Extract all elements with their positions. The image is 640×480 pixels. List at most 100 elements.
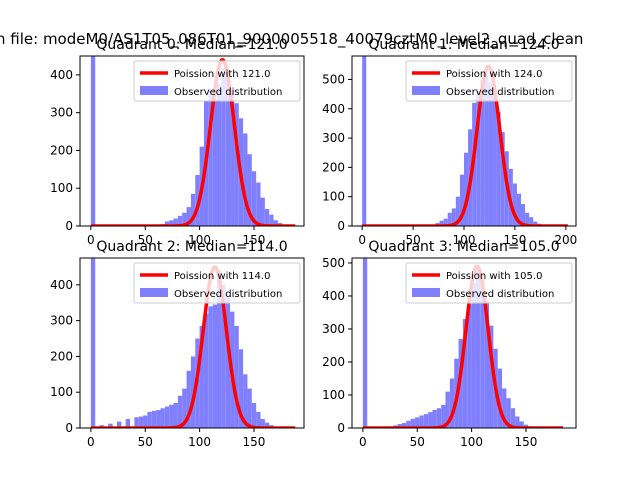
legend-box <box>133 262 301 304</box>
histogram-bar <box>190 193 196 226</box>
subplot-quadrant-3: 0 50 100 150 0 100 200 300 400 500 Quadrant 3: Med… <box>322 239 577 449</box>
histogram-bar <box>459 174 464 226</box>
histogram-bar <box>476 91 481 226</box>
x-tick-label: 150 <box>515 435 538 449</box>
legend-poisson-label: Poission with 114.0 <box>174 271 270 282</box>
histogram-bar <box>225 76 231 226</box>
x-tick-label: 0 <box>87 233 95 247</box>
x-tick-label: 100 <box>188 435 211 449</box>
histogram-bar <box>138 416 144 428</box>
plot-area <box>361 258 565 428</box>
histogram-bar <box>217 84 222 226</box>
histogram-bar <box>173 402 178 428</box>
x-tick-label: 150 <box>503 233 526 247</box>
subplot-grid: 0 50 100 150 0 100 200 300 400 Quadrant 0: Median… <box>50 37 577 449</box>
legend-observed-label: Observed distribution <box>174 289 282 300</box>
histogram-bar <box>208 306 213 428</box>
histogram-bar <box>510 408 516 428</box>
y-tick-label: 100 <box>322 388 345 402</box>
histogram-bar <box>410 418 416 428</box>
histogram-bar <box>447 212 452 226</box>
poisson-curve <box>89 58 297 226</box>
y-tick-label: 0 <box>337 421 345 435</box>
histogram-bar <box>449 378 455 428</box>
histogram-bar <box>264 209 270 226</box>
x-tick-label: 50 <box>405 233 420 247</box>
y-tick-label: 400 <box>322 102 345 116</box>
histogram-bar <box>464 152 469 226</box>
legend-observed-label: Observed distribution <box>446 87 554 98</box>
histogram-bar <box>256 182 261 226</box>
histogram-bar <box>529 217 534 226</box>
y-tick-label: 400 <box>322 289 345 303</box>
histogram-bar <box>515 416 520 428</box>
legend: Poission with 124.0 Observed distribution <box>405 60 573 102</box>
histogram-bar <box>480 79 485 226</box>
histogram-bar <box>151 410 157 428</box>
histogram-bar <box>247 388 252 428</box>
histogram-bar <box>488 82 493 226</box>
y-tick-label: 100 <box>50 385 73 399</box>
y-tick-label: 0 <box>65 421 73 435</box>
histogram-bar <box>441 404 446 428</box>
histogram-bar <box>489 325 494 428</box>
y-tick-label: 300 <box>322 322 345 336</box>
histogram-bar <box>451 208 456 226</box>
histogram-bar <box>512 183 517 226</box>
subplot-quadrant-0: 0 50 100 150 0 100 200 300 400 Quadrant 0: Median… <box>50 37 305 247</box>
histogram-bar <box>173 218 178 226</box>
histogram-bar <box>156 410 161 428</box>
histogram-bar <box>492 94 497 226</box>
histogram-bar <box>402 423 407 428</box>
histogram-bar <box>264 422 270 428</box>
axes-frame <box>79 55 305 227</box>
legend: Poission with 121.0 Observed distribution <box>133 60 301 102</box>
histogram-bar <box>182 388 187 428</box>
legend-poisson-label: Poission with 105.0 <box>446 271 542 282</box>
y-tick-label: 500 <box>322 256 345 270</box>
y-tick-label: 0 <box>337 219 345 233</box>
histogram-bar <box>260 419 265 428</box>
histogram-bar <box>195 175 200 226</box>
figure-suptitle: n file: modeM0/AS1T05_086T01_9000005518_… <box>0 30 583 49</box>
x-tick-label: 0 <box>87 435 95 449</box>
histogram-bar <box>238 349 244 428</box>
histogram-bar <box>436 408 442 428</box>
legend-poisson-label: Poission with 124.0 <box>446 69 542 80</box>
histogram-bar <box>169 404 174 428</box>
x-tick-label: 200 <box>554 233 577 247</box>
subplot-title: Quadrant 0: Median=121.0 <box>96 37 287 53</box>
histogram-bar <box>251 402 257 428</box>
histogram-bar <box>208 90 213 226</box>
histogram-bar <box>397 424 403 428</box>
legend-poisson-label: Poission with 121.0 <box>174 69 270 80</box>
histogram-bar <box>428 412 433 428</box>
histogram-bar <box>467 304 472 428</box>
x-tick-label: 150 <box>243 435 266 449</box>
histogram-bar <box>480 279 485 428</box>
x-tick-label: 0 <box>359 435 367 449</box>
x-tick-label: 0 <box>358 233 366 247</box>
histogram-bar <box>519 421 524 428</box>
histogram-bar <box>443 218 448 226</box>
histogram-bar <box>533 221 538 226</box>
histogram-bar <box>484 300 490 428</box>
x-tick-label: 50 <box>138 435 153 449</box>
histogram-bar <box>423 414 429 428</box>
histogram-bar <box>177 395 183 428</box>
histogram-bar <box>484 73 489 226</box>
y-tick-label: 100 <box>50 181 73 195</box>
histogram-bar <box>445 391 450 428</box>
histogram-bar <box>212 99 218 226</box>
legend-observed-label: Observed distribution <box>174 87 282 98</box>
legend-observed-swatch <box>412 288 440 297</box>
histogram-bar <box>256 411 261 428</box>
y-tick-label: 300 <box>322 131 345 145</box>
y-tick-label: 400 <box>50 278 73 292</box>
histogram-bar <box>516 193 522 226</box>
x-tick-label: 50 <box>138 233 153 247</box>
histogram-bar <box>160 408 165 428</box>
histogram-bar <box>475 269 481 428</box>
legend-observed-swatch <box>412 86 440 95</box>
